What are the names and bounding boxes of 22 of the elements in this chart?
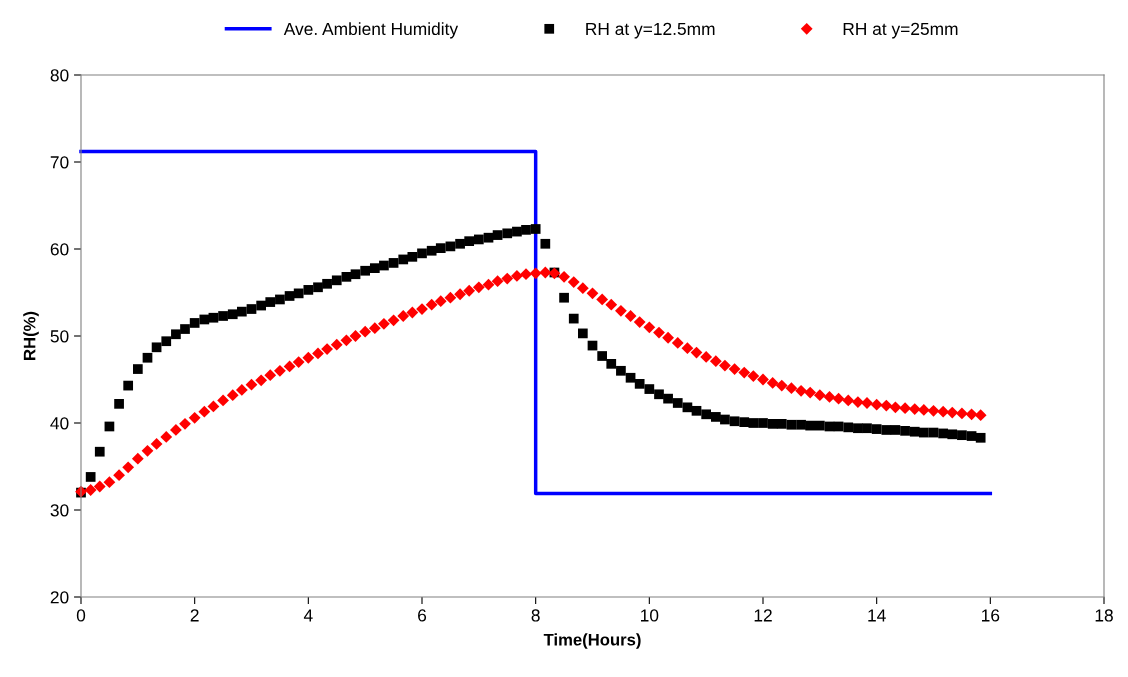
x-tick-label: 6: [418, 609, 427, 622]
x-tick-label: 10: [641, 609, 659, 622]
y-tick-label: 50: [50, 330, 69, 343]
y-axis-title: RH(%): [23, 311, 39, 360]
y-tick-label: 80: [50, 69, 69, 82]
x-tick-label: 2: [190, 609, 199, 622]
x-tick-label: 16: [982, 609, 1000, 622]
x-tick-label: 14: [868, 609, 886, 622]
legend-label: RH at y=25mm: [843, 22, 958, 39]
x-tick-label: 0: [76, 609, 86, 622]
x-tick-label: 8: [531, 609, 540, 622]
x-tick-label: 18: [1095, 609, 1113, 622]
legend-label: Ave. Ambient Humidity: [283, 22, 459, 39]
y-tick-label: 20: [50, 591, 69, 604]
legend-label: RH at y=12.5mm: [586, 22, 715, 39]
y-tick-label: 60: [50, 243, 69, 256]
y-tick-label: 40: [50, 417, 69, 430]
y-tick-label: 70: [50, 156, 69, 169]
x-axis-title: Time(Hours): [543, 633, 641, 649]
y-tick-label: 30: [50, 504, 69, 517]
x-tick-label: 12: [754, 609, 772, 622]
x-tick-label: 4: [303, 609, 313, 622]
